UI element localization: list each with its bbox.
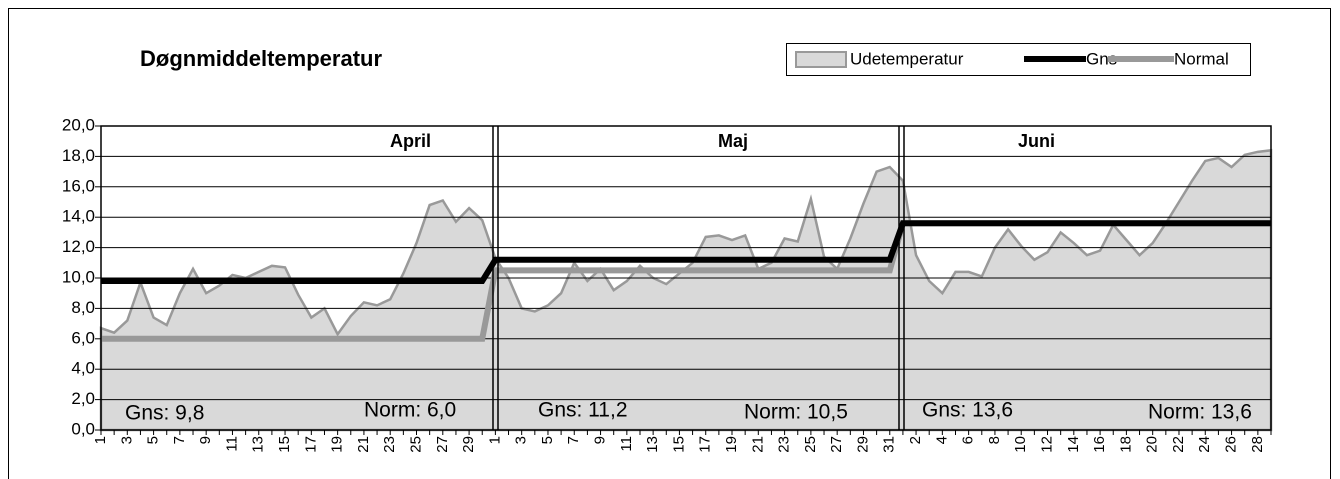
y-tick-label: 12,0 xyxy=(62,237,95,256)
chart-title: Døgnmiddeltemperatur xyxy=(140,46,382,71)
x-tick-label: 4 xyxy=(933,436,950,444)
y-tick-label: 18,0 xyxy=(62,146,95,165)
x-tick-label: 5 xyxy=(145,436,162,444)
x-tick-label: 3 xyxy=(513,436,530,444)
x-tick-label: 21 xyxy=(749,436,766,453)
x-tick-label: 21 xyxy=(355,436,372,453)
x-tick-label: 25 xyxy=(407,436,424,453)
x-tick-label: 18 xyxy=(1117,436,1134,453)
y-tick-label: 0,0 xyxy=(71,419,95,438)
x-tick-label: 12 xyxy=(1038,436,1055,453)
x-tick-label: 29 xyxy=(854,436,871,453)
x-tick-label: 2 xyxy=(907,436,924,444)
annotation: Norm: 10,5 xyxy=(744,401,848,424)
y-tick-label: 4,0 xyxy=(71,359,95,378)
x-tick-label: 17 xyxy=(302,436,319,453)
x-tick-label: 7 xyxy=(171,436,188,444)
x-tick-label: 29 xyxy=(460,436,477,453)
plot: 0,0 2,0 4,0 6,0 8,0 10,0 12,0 14,0 16,0 18,0 20,0 1… xyxy=(62,115,1273,453)
area xyxy=(99,148,1273,432)
x-tick-label: 28 xyxy=(1249,436,1266,453)
x-tick-label: 17 xyxy=(697,436,714,453)
x-tick-label: 20 xyxy=(1144,436,1161,453)
x-tick-label: 13 xyxy=(250,436,267,453)
y-tick-label: 2,0 xyxy=(71,389,95,408)
month-separators xyxy=(492,126,905,430)
x-tick-label: 31 xyxy=(881,436,898,453)
x-tick-label: 16 xyxy=(1091,436,1108,453)
x-tick-label: 6 xyxy=(960,436,977,444)
y-tick-label: 10,0 xyxy=(62,267,95,286)
x-tick-label: 5 xyxy=(539,436,556,444)
x-tick-label: 23 xyxy=(381,436,398,453)
x-tick-label: 19 xyxy=(723,436,740,453)
line xyxy=(101,220,1271,285)
x-tick-label: 7 xyxy=(565,436,582,444)
legend-label: Udetemperatur xyxy=(850,49,964,68)
x-tick-label: 26 xyxy=(1223,436,1240,453)
x-tick-label: 25 xyxy=(802,436,819,453)
x-tick-label: 27 xyxy=(828,436,845,453)
legend-label: Gns xyxy=(1086,49,1117,68)
x-tick-label: 3 xyxy=(118,436,135,444)
month-label: April xyxy=(390,131,431,151)
y-tick-label: 14,0 xyxy=(62,207,95,226)
y-tick-label: 20,0 xyxy=(62,115,95,134)
x-tick-label: 1 xyxy=(92,436,109,444)
x-tick-label: 27 xyxy=(434,436,451,453)
x-tick-label: 9 xyxy=(592,436,609,444)
frame xyxy=(8,8,1331,479)
annotation: Gns: 9,8 xyxy=(125,402,204,425)
x-tick-label: 14 xyxy=(1065,436,1082,453)
x-tick-label: 11 xyxy=(223,436,240,452)
legend-label: Normal xyxy=(1174,49,1229,68)
x-tick-label: 15 xyxy=(670,436,687,453)
annotation: Gns: 11,2 xyxy=(538,399,628,422)
annotation: Norm: 6,0 xyxy=(364,399,456,422)
x-tick-label: 11 xyxy=(618,436,635,452)
month-label: Maj xyxy=(718,131,748,151)
x-tick-label: 15 xyxy=(276,436,293,453)
y-tick-label: 8,0 xyxy=(71,298,95,317)
x-tick-label: 8 xyxy=(986,436,1003,444)
legend-swatch xyxy=(795,51,847,68)
x-tick-label: 10 xyxy=(1012,436,1029,453)
x-tick-label: 13 xyxy=(644,436,661,453)
annotation: Norm: 13,6 xyxy=(1148,401,1252,424)
plot-border xyxy=(100,125,1272,431)
month-label: Juni xyxy=(1018,131,1055,151)
x-tick-label: 1 xyxy=(486,436,503,444)
x-tick-label: 9 xyxy=(197,436,214,444)
x-tick-label: 19 xyxy=(329,436,346,453)
y-tick-label: 16,0 xyxy=(62,176,95,195)
x-tick-label: 22 xyxy=(1170,436,1187,453)
x-tick-label: 24 xyxy=(1196,436,1213,453)
annotation: Gns: 13,6 xyxy=(922,399,1013,422)
y-tick-label: 6,0 xyxy=(71,328,95,347)
x-tick-label: 23 xyxy=(776,436,793,453)
